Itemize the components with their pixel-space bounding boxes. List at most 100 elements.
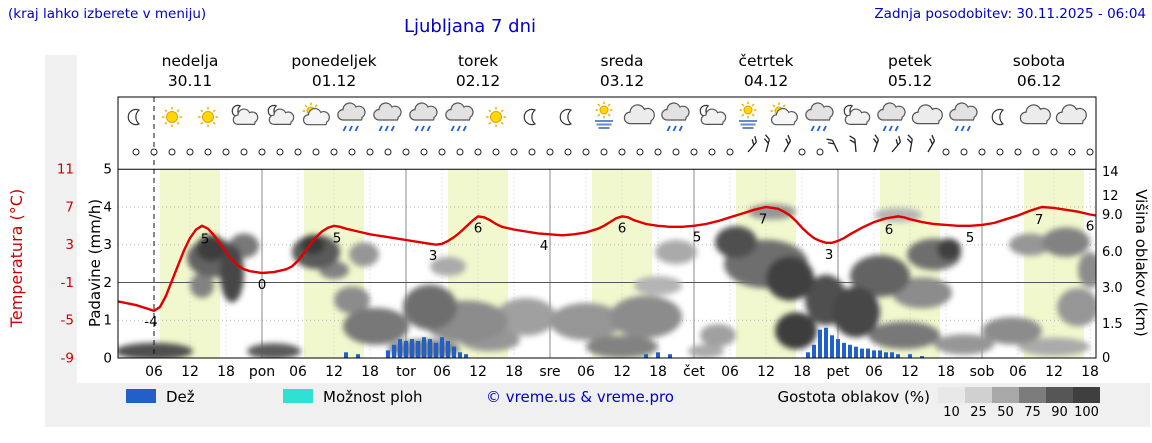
svg-text:12: 12 xyxy=(325,364,343,380)
showers-legend-label: Možnost ploh xyxy=(323,388,423,406)
wind-calm-icon xyxy=(312,148,320,156)
svg-text:3: 3 xyxy=(429,248,438,264)
svg-text:nedelja: nedelja xyxy=(162,52,219,70)
svg-text:tor: tor xyxy=(396,364,416,380)
svg-text:5: 5 xyxy=(103,162,112,178)
svg-text:5: 5 xyxy=(201,231,210,247)
svg-text:12: 12 xyxy=(1102,189,1119,204)
svg-text:-5: -5 xyxy=(61,313,74,329)
wind-calm-icon xyxy=(672,148,680,156)
moon-icon xyxy=(559,108,573,126)
wind-calm-icon xyxy=(330,148,338,156)
svg-text:7: 7 xyxy=(65,200,74,216)
wind-calm-icon xyxy=(456,148,464,156)
wind-calm-icon xyxy=(582,148,590,156)
wind-calm-icon xyxy=(402,148,410,156)
wind-calm-icon xyxy=(1014,148,1022,156)
raincloud-icon xyxy=(445,102,474,132)
svg-text:7: 7 xyxy=(759,212,768,228)
cloud-icon xyxy=(1019,104,1051,125)
density-swatch xyxy=(1019,387,1046,403)
svg-text:18: 18 xyxy=(361,364,379,380)
svg-text:12: 12 xyxy=(757,364,775,380)
density-swatch xyxy=(938,387,965,403)
svg-text:0: 0 xyxy=(103,351,112,367)
sun-icon xyxy=(486,107,506,127)
moon-icon xyxy=(523,108,537,126)
svg-text:torek: torek xyxy=(458,52,498,70)
wind-calm-icon xyxy=(348,148,356,156)
wind-barb-icon xyxy=(783,134,792,153)
cloud-icon xyxy=(1055,104,1087,125)
svg-text:7: 7 xyxy=(1035,212,1044,228)
mooncloud-icon xyxy=(699,104,727,125)
wind-calm-icon xyxy=(204,148,212,156)
mooncloud-icon xyxy=(843,104,871,125)
svg-text:0: 0 xyxy=(1102,351,1110,366)
wind-calm-icon xyxy=(474,148,482,156)
wind-calm-icon xyxy=(618,148,626,156)
weather-icons-row xyxy=(127,101,1087,132)
wind-barb-icon xyxy=(849,135,857,153)
copyright-link[interactable]: © vreme.us & vreme.pro xyxy=(486,388,674,406)
density-swatch xyxy=(992,387,1019,403)
svg-text:01.12: 01.12 xyxy=(312,72,356,90)
temperature-line xyxy=(117,205,1097,313)
rain-swatch xyxy=(126,389,156,403)
svg-text:-1: -1 xyxy=(61,275,74,291)
svg-text:06: 06 xyxy=(145,364,163,380)
raincloud-icon xyxy=(337,102,366,132)
moon-icon xyxy=(127,108,141,126)
wind-calm-icon xyxy=(960,148,968,156)
chart-legend: Dež Možnost ploh © vreme.us & vreme.pro … xyxy=(0,383,1152,429)
wind-calm-icon xyxy=(636,148,644,156)
wind-calm-icon xyxy=(258,148,266,156)
svg-text:12: 12 xyxy=(901,364,919,380)
svg-text:06: 06 xyxy=(433,364,451,380)
svg-text:6.0: 6.0 xyxy=(1102,245,1123,260)
wind-calm-icon xyxy=(816,148,824,156)
svg-text:02.12: 02.12 xyxy=(456,72,500,90)
wind-calm-icon xyxy=(708,148,716,156)
svg-text:6: 6 xyxy=(618,220,627,236)
svg-text:2: 2 xyxy=(103,275,112,291)
density-scale-label: 75 xyxy=(1024,405,1041,420)
wind-calm-icon xyxy=(420,148,428,156)
svg-text:ponedeljek: ponedeljek xyxy=(291,52,376,70)
wind-calm-icon xyxy=(492,148,500,156)
left-margin-strip xyxy=(45,55,77,427)
suncloud-icon xyxy=(302,102,330,126)
svg-text:3: 3 xyxy=(825,247,834,263)
svg-text:12: 12 xyxy=(181,364,199,380)
raincloud-icon xyxy=(949,102,978,132)
moon-icon xyxy=(991,108,1005,126)
svg-text:18: 18 xyxy=(1081,364,1099,380)
wind-barb-icon xyxy=(826,138,839,153)
wind-calm-icon xyxy=(798,148,806,156)
svg-text:06.12: 06.12 xyxy=(1017,72,1061,90)
wind-barb-icon xyxy=(873,134,880,153)
wind-barb-icon xyxy=(906,134,913,153)
wind-calm-icon xyxy=(996,148,1004,156)
density-scale-label: 90 xyxy=(1051,405,1068,420)
svg-text:14: 14 xyxy=(1102,165,1119,180)
wind-calm-icon xyxy=(186,148,194,156)
wind-calm-icon xyxy=(942,148,950,156)
svg-text:petek: petek xyxy=(888,52,932,70)
wind-barb-icon xyxy=(891,135,901,153)
density-scale-label: 10 xyxy=(943,405,960,420)
wind-barb-icon xyxy=(763,134,770,153)
svg-text:1.5: 1.5 xyxy=(1102,317,1123,332)
wind-calm-icon xyxy=(978,148,986,156)
wind-calm-icon xyxy=(546,148,554,156)
svg-text:3: 3 xyxy=(65,237,74,253)
svg-text:04.12: 04.12 xyxy=(744,72,788,90)
wind-calm-icon xyxy=(1032,148,1040,156)
svg-text:pon: pon xyxy=(249,364,275,380)
svg-text:4: 4 xyxy=(103,200,112,216)
rain-bars xyxy=(344,327,924,358)
svg-text:05.12: 05.12 xyxy=(888,72,932,90)
sun-icon xyxy=(198,107,218,127)
